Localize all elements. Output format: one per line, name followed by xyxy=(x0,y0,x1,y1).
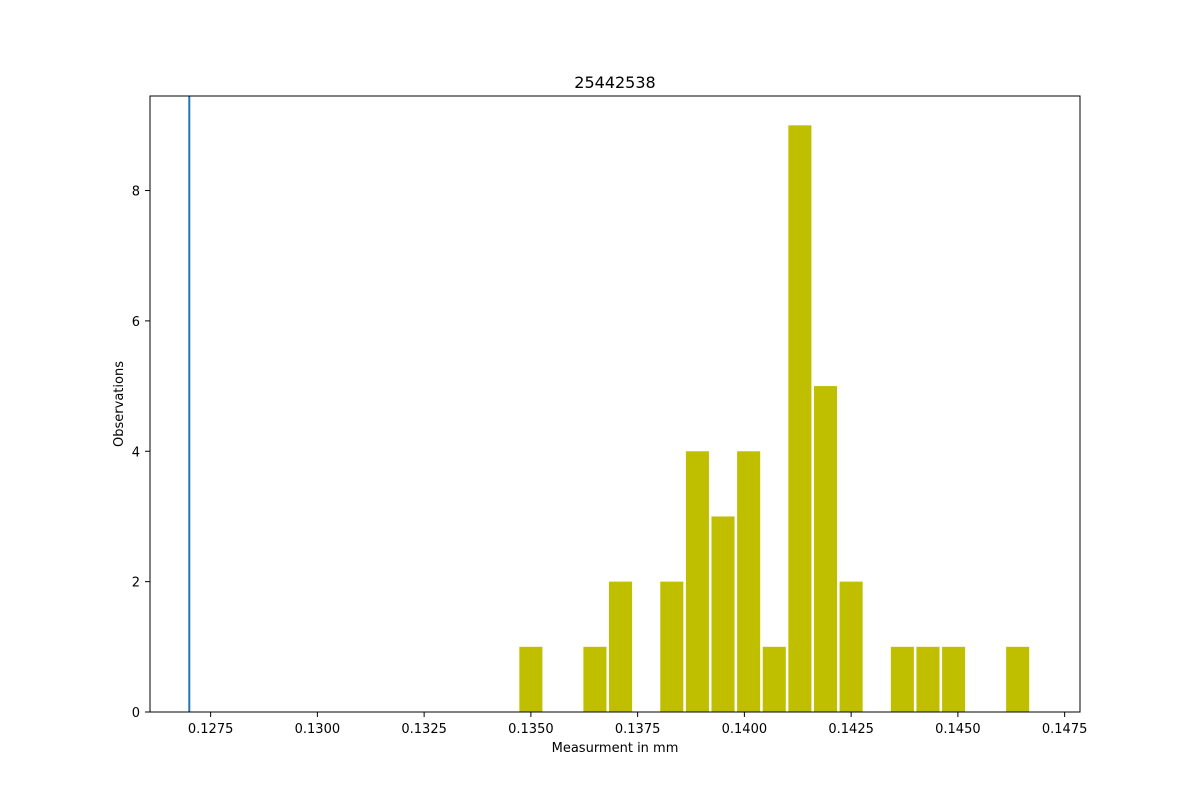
y-tick-label: 4 xyxy=(132,445,140,460)
y-tick-label: 8 xyxy=(132,185,140,200)
x-tick-label: 0.1275 xyxy=(188,722,234,737)
histogram-bar xyxy=(609,581,633,712)
plot-frame xyxy=(149,95,1081,713)
x-tick-label: 0.1450 xyxy=(935,722,981,737)
x-tick-label: 0.1400 xyxy=(722,722,768,737)
histogram-bar xyxy=(660,581,684,712)
histogram-bar xyxy=(583,646,607,712)
histogram-bar xyxy=(839,581,863,712)
histogram-bar xyxy=(813,386,838,712)
histogram-bar xyxy=(788,125,812,713)
x-tick-label: 0.1300 xyxy=(295,722,341,737)
histogram-bar xyxy=(890,646,914,712)
histogram-bar xyxy=(737,451,761,712)
histogram-bar xyxy=(711,516,735,712)
y-tick-label: 6 xyxy=(132,315,140,330)
bars-layer xyxy=(519,125,1030,713)
x-tick-label: 0.1375 xyxy=(615,722,661,737)
histogram-bar xyxy=(1006,646,1030,712)
histogram-bar xyxy=(685,451,709,712)
x-axis-ticks: 0.1275 0.1300 0.1325 0.1350 0.1375 0.1400 0.14… xyxy=(188,712,1087,737)
y-tick-label: 0 xyxy=(132,706,140,721)
y-tick-label: 2 xyxy=(132,576,140,591)
x-tick-label: 0.1350 xyxy=(508,722,554,737)
x-tick-label: 0.1325 xyxy=(401,722,447,737)
y-axis-label: Observations xyxy=(112,361,127,447)
x-tick-label: 0.1425 xyxy=(828,722,874,737)
y-axis-ticks: 0 2 4 6 8 xyxy=(132,185,150,721)
histogram-bar xyxy=(916,646,940,712)
x-tick-label: 0.1475 xyxy=(1042,722,1088,737)
x-axis-label: Measurment in mm xyxy=(552,741,679,756)
histogram-bar xyxy=(942,646,966,712)
chart-title: 25442538 xyxy=(574,73,655,92)
histogram-bar xyxy=(762,646,786,712)
histogram-bar xyxy=(519,646,543,712)
